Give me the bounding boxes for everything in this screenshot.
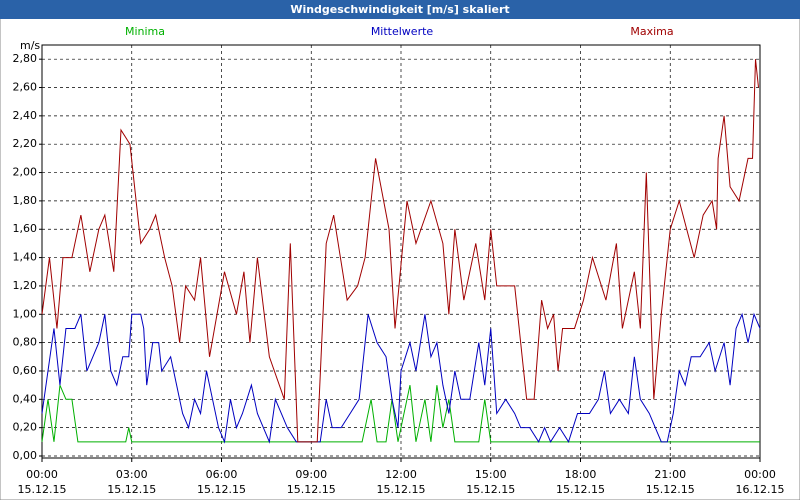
x-tick-date: 15.12.15 bbox=[646, 483, 695, 496]
y-tick-label: 0,60 bbox=[13, 364, 38, 377]
y-tick-label: 2,60 bbox=[13, 81, 38, 94]
x-tick-label: 03:00 bbox=[116, 468, 148, 481]
x-tick-date: 15.12.15 bbox=[556, 483, 605, 496]
title-bar bbox=[0, 0, 800, 19]
y-tick-label: 0,40 bbox=[13, 392, 38, 405]
y-tick-label: 1,40 bbox=[13, 251, 38, 264]
x-tick-date: 15.12.15 bbox=[197, 483, 246, 496]
x-tick-label: 06:00 bbox=[206, 468, 238, 481]
legend-entry: Maxima bbox=[630, 25, 673, 38]
x-tick-date: 15.12.15 bbox=[287, 483, 336, 496]
x-tick-label: 09:00 bbox=[295, 468, 327, 481]
x-tick-date: 15.12.15 bbox=[107, 483, 156, 496]
x-tick-label: 15:00 bbox=[475, 468, 507, 481]
chart-title: Windgeschwindigkeit [m/s] skaliert bbox=[290, 3, 509, 16]
y-tick-label: 0,20 bbox=[13, 421, 38, 434]
y-tick-label: 2,40 bbox=[13, 109, 38, 122]
y-axis-label: m/s bbox=[20, 39, 40, 52]
series-line bbox=[41, 312, 761, 444]
y-tick-label: 1,00 bbox=[13, 307, 38, 320]
x-tick-date: 15.12.15 bbox=[18, 483, 67, 496]
y-tick-label: 2,00 bbox=[13, 166, 38, 179]
x-tick-label: 12:00 bbox=[385, 468, 417, 481]
x-tick-label: 00:00 bbox=[26, 468, 58, 481]
y-tick-label: 0,00 bbox=[13, 449, 38, 462]
legend-entry: Mittelwerte bbox=[371, 25, 434, 38]
x-tick-label: 00:00 bbox=[744, 468, 776, 481]
x-tick-date: 15.12.15 bbox=[377, 483, 426, 496]
x-tick-date: 15.12.15 bbox=[466, 483, 515, 496]
y-tick-label: 1,80 bbox=[13, 194, 38, 207]
y-tick-label: 0,80 bbox=[13, 336, 38, 349]
x-tick-date: 16.12.15 bbox=[736, 483, 785, 496]
y-tick-label: 2,20 bbox=[13, 137, 38, 150]
y-tick-label: 2,80 bbox=[13, 52, 38, 65]
y-tick-label: 1,60 bbox=[13, 222, 38, 235]
x-tick-label: 18:00 bbox=[565, 468, 597, 481]
legend-entry: Minima bbox=[125, 25, 165, 38]
series-line bbox=[41, 384, 760, 443]
x-tick-label: 21:00 bbox=[654, 468, 686, 481]
y-tick-label: 1,20 bbox=[13, 279, 38, 292]
series-line bbox=[41, 59, 760, 443]
